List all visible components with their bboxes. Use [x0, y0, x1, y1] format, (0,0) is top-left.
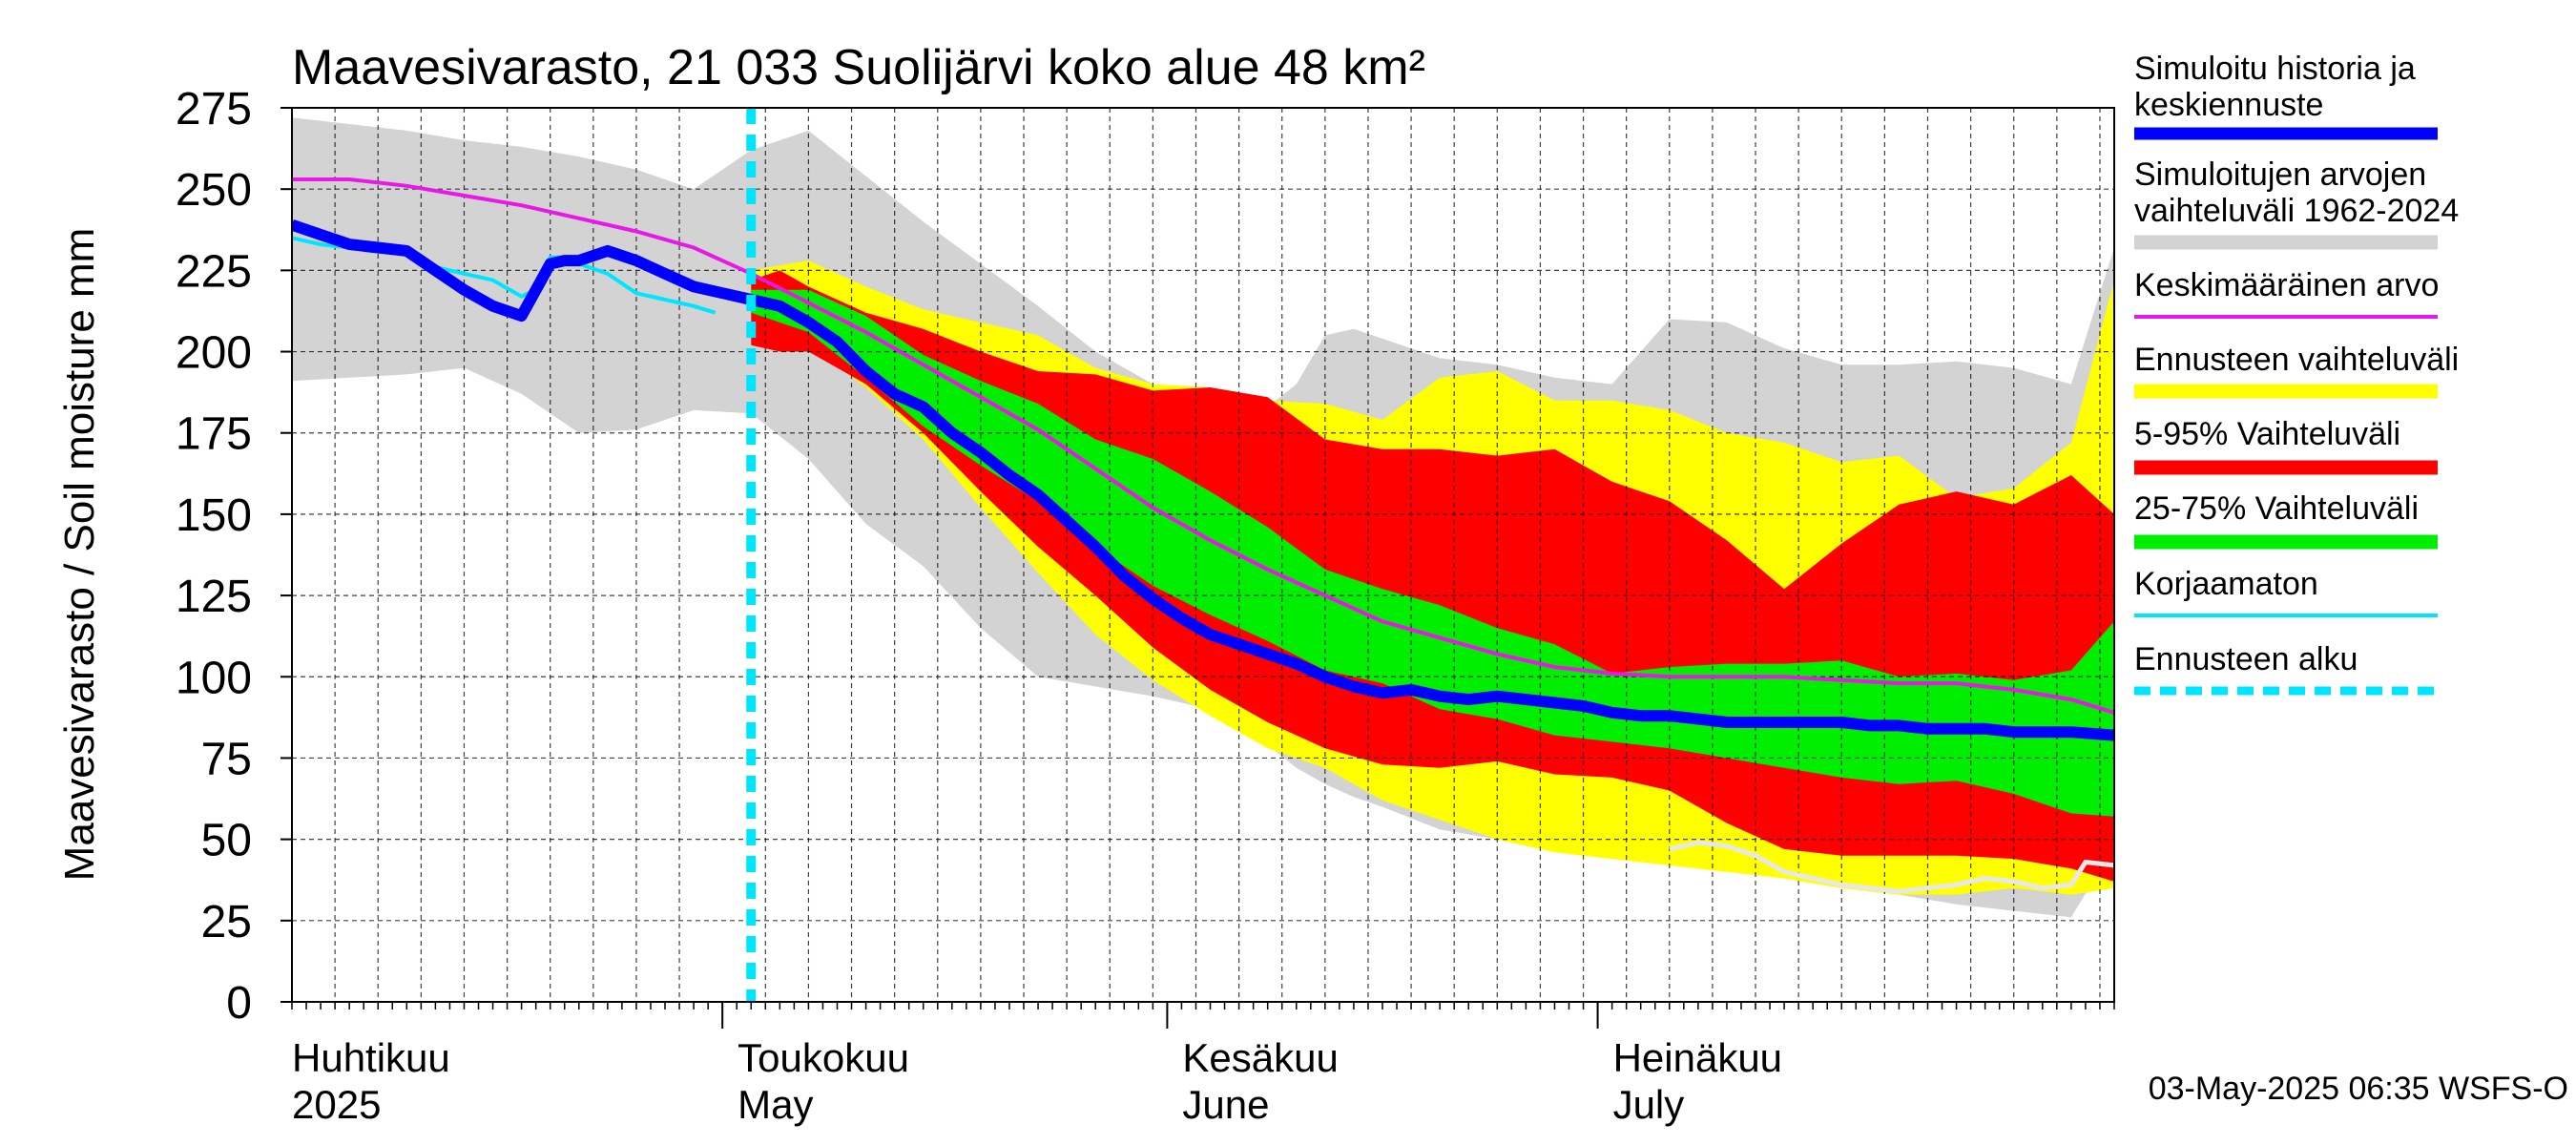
y-tick-label: 25	[201, 897, 252, 947]
chart-title: Maavesivarasto, 21 033 Suolijärvi koko a…	[292, 40, 1425, 95]
y-tick-label: 125	[176, 572, 252, 622]
month-label-fi: Huhtikuu	[292, 1035, 450, 1080]
legend-label-hist_range: Simuloitujen arvojen	[2134, 156, 2426, 193]
month-label-fi: Heinäkuu	[1613, 1035, 1782, 1080]
p25-75-band	[751, 289, 2114, 817]
grid-layer	[292, 108, 2114, 1002]
mean-line	[292, 177, 2114, 715]
legend-label-hist_range: vaihteluväli 1962-2024	[2134, 193, 2459, 229]
y-tick-label: 0	[226, 978, 252, 1029]
legend-label-history: Simuloitu historia ja	[2134, 51, 2416, 87]
y-tick-label: 50	[201, 816, 252, 866]
y-axis-ticks: 0 25 50 75 100 125 150 175 200 225 250 275	[176, 84, 292, 1029]
history-forecast-line	[292, 219, 2114, 741]
legend-label-forecast_range: Ennusteen vaihteluväli	[2134, 342, 2459, 378]
y-tick-label: 200	[176, 328, 252, 379]
y-tick-label: 225	[176, 246, 252, 297]
month-label-en: May	[737, 1082, 813, 1127]
y-tick-label: 100	[176, 653, 252, 703]
y-tick-label: 75	[201, 734, 252, 784]
legend-label-p25_75: 25-75% Vaihteluväli	[2134, 490, 2419, 527]
month-label-fi: Toukokuu	[737, 1035, 909, 1080]
y-tick-label: 150	[176, 490, 252, 541]
white-trace-line	[1669, 840, 2114, 894]
y-tick-label: 250	[176, 165, 252, 216]
legend-label-p5_95: 5-95% Vaihteluväli	[2134, 416, 2400, 452]
y-tick-label: 275	[176, 84, 252, 135]
y-axis-label: Maavesivarasto / Soil moisture mm	[56, 228, 103, 882]
lines-layer	[292, 108, 2114, 1002]
plot-frame	[291, 107, 2115, 1003]
legend-label-forecast_start: Ennusteen alku	[2134, 641, 2358, 677]
timestamp: 03-May-2025 06:35 WSFS-O	[2149, 1071, 2568, 1107]
month-label-en: 2025	[292, 1082, 381, 1127]
month-label-en: June	[1182, 1082, 1269, 1127]
y-tick-label: 175	[176, 409, 252, 460]
legend-label-uncorrected: Korjaamaton	[2134, 566, 2318, 602]
month-label-fi: Kesäkuu	[1182, 1035, 1338, 1080]
legend-label-mean: Keskimääräinen arvo	[2134, 267, 2439, 303]
month-label-en: July	[1613, 1082, 1685, 1127]
x-axis-ticks	[291, 1002, 2115, 1029]
legend-label-history: keskiennuste	[2134, 87, 2323, 123]
